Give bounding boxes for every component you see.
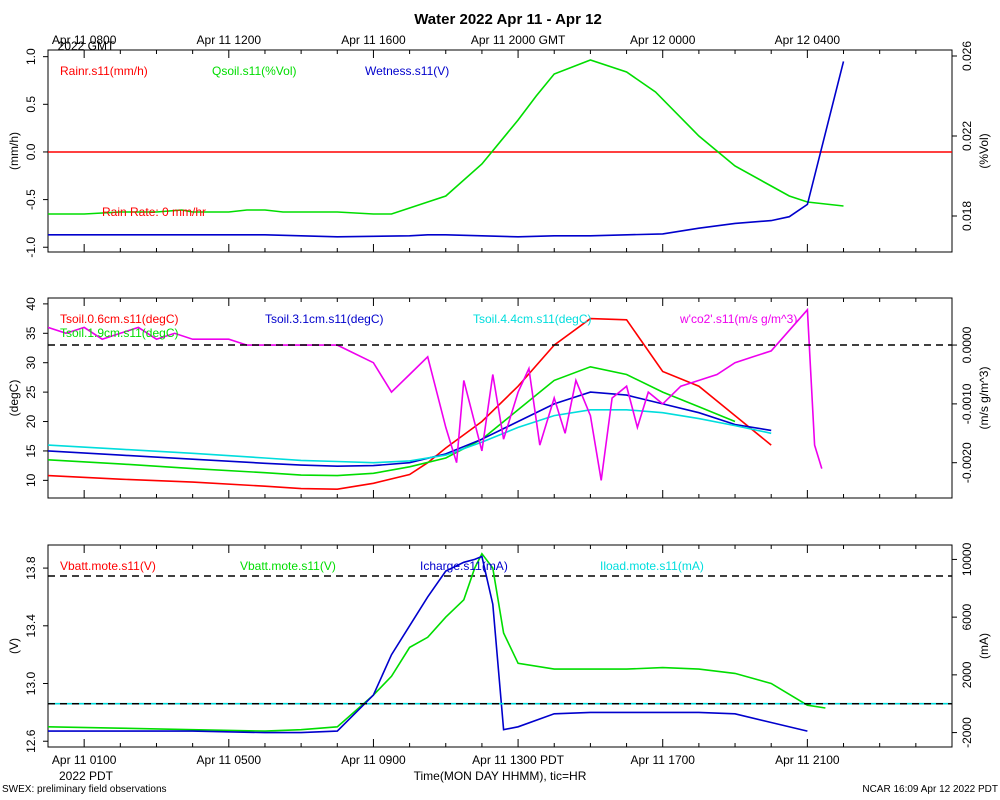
y-tick-label-right: 0.0000 <box>960 326 974 363</box>
y-tick-label-right: -0.0020 <box>960 442 974 483</box>
y-tick-label-left: -0.5 <box>24 189 38 210</box>
y-tick-label-left: -1.0 <box>24 237 38 258</box>
y-axis-label-right: (mA) <box>977 633 991 659</box>
y-tick-label-right: -0.0010 <box>960 383 974 424</box>
y-tick-label-right: 6000 <box>960 603 974 630</box>
panel-frame <box>47 49 953 253</box>
y-axis-label-right: (m/s g/m^3) <box>977 367 991 430</box>
y-axis-label-right: (%Vol) <box>977 133 991 168</box>
y-tick-label-left: 13.0 <box>24 672 38 696</box>
panel-tsoil: 40 35 30 25 20 15 10 0.0000 -0.0010 -0.0020 (degC)… <box>7 297 991 499</box>
y-axis-label-left: (mm/h) <box>7 132 21 170</box>
y-tick-label-left: 13.4 <box>24 614 38 638</box>
legend-entry: Tsoil.3.1cm.s11(degC) <box>265 312 384 326</box>
series-group <box>48 552 952 734</box>
series-group <box>48 59 952 238</box>
series-line <box>48 555 808 734</box>
series-group <box>48 307 823 491</box>
series-line <box>48 317 772 491</box>
y-tick-label-left: 10 <box>24 473 38 487</box>
top-axis-label: Apr 12 0000 <box>630 33 696 47</box>
bottom-axis-label: Apr 11 0900 <box>341 753 406 767</box>
y-tick-label-left: 20 <box>24 415 38 429</box>
bottom-axis-label: Apr 11 0500 <box>197 753 262 767</box>
legend-entry: Wetness.s11(V) <box>365 64 449 78</box>
rain-rate-annotation: Rain Rate: 0 mm/hr <box>102 205 206 219</box>
y-tick-label-left: 30 <box>24 356 38 370</box>
top-axis-label: Apr 11 0800 <box>52 33 117 47</box>
panel-frame <box>47 297 953 499</box>
top-axis-label: Apr 12 0400 <box>775 33 841 47</box>
panel-water: 1.0 0.5 0.0 -0.5 -1.0 0.026 0.022 0.018 (mm/h) (%… <box>7 41 991 577</box>
series-line <box>48 391 772 468</box>
series-line <box>48 552 826 732</box>
series-line <box>48 365 736 477</box>
bottom-axis-label: Apr 11 0100 <box>52 753 117 767</box>
y-tick-label-left: 15 <box>24 444 38 458</box>
bottom-axis-label: Apr 11 1700 <box>630 753 695 767</box>
y-tick-label-left: 12.6 <box>24 729 38 753</box>
y-tick-label-left: 1.0 <box>24 48 38 65</box>
series-line <box>48 59 844 215</box>
y-tick-label-right: 0.026 <box>960 41 974 71</box>
series-line <box>48 307 823 481</box>
y-tick-label-right: -2000 <box>960 717 974 748</box>
legend-entry: Icharge.s11(mA) <box>420 559 508 573</box>
y-tick-label-left: 35 <box>24 326 38 340</box>
legend-entry: Tsoil.4.4cm.s11(degC) <box>473 312 592 326</box>
legend-entry: Tsoil.1.9cm.s11(degC) <box>60 326 179 340</box>
y-axis-label-left: (V) <box>7 638 21 654</box>
y-tick-label-left: 0.0 <box>24 143 38 160</box>
legend-entry: Rainr.s11(mm/h) <box>60 64 148 78</box>
y-tick-label-right: 0.018 <box>960 201 974 231</box>
panel-frame <box>47 544 953 748</box>
bottom-axis-label: Apr 11 1300 PDT <box>472 753 564 767</box>
legend-entry: Tsoil.0.6cm.s11(degC) <box>60 312 179 326</box>
top-axis-label: Apr 11 1200 <box>197 33 262 47</box>
top-axis-label: Apr 11 2000 GMT <box>471 33 566 47</box>
x-axis-label: Time(MON DAY HHMM), tic=HR <box>414 769 587 783</box>
bottom-axis-first-extra: 2022 PDT <box>59 769 114 783</box>
footer-right: NCAR 16:09 Apr 12 2022 PDT <box>862 784 998 795</box>
legend-entry: Iload.mote.s11(mA) <box>600 559 704 573</box>
y-tick-label-left: 40 <box>24 297 38 311</box>
y-tick-label-right: 10000 <box>960 542 974 576</box>
footer-left: SWEX: preliminary field observations <box>2 784 167 795</box>
y-tick-label-right: 0.022 <box>960 121 974 151</box>
chart-title: Water 2022 Apr 11 - Apr 12 <box>414 11 602 28</box>
legend-entry: Qsoil.s11(%Vol) <box>212 64 296 78</box>
legend-entry: Vbatt.mote.s11(V) <box>240 559 336 573</box>
legend-entry: Vbatt.mote.s11(V) <box>60 559 156 573</box>
legend-entry: w'co2'.s11(m/s g/m^3) <box>679 312 797 326</box>
y-tick-label-left: 25 <box>24 385 38 399</box>
y-axis-label-left: (degC) <box>7 380 21 417</box>
top-axis-label: Apr 11 1600 <box>341 33 406 47</box>
series-line <box>48 409 772 464</box>
bottom-axis-label: Apr 11 2100 <box>775 753 840 767</box>
y-tick-label-right: 2000 <box>960 661 974 688</box>
series-line <box>48 61 845 238</box>
y-tick-label-left: 13.8 <box>24 556 38 580</box>
chart-panels: Apr 11 0800 Apr 11 1200 Apr 11 1600 Apr 11 … <box>7 33 991 767</box>
y-tick-label-left: 0.5 <box>24 96 38 113</box>
panel-power: 13.8 13.4 13.0 12.6 10000 6000 2000 -2000 (V) (mA… <box>7 542 991 752</box>
